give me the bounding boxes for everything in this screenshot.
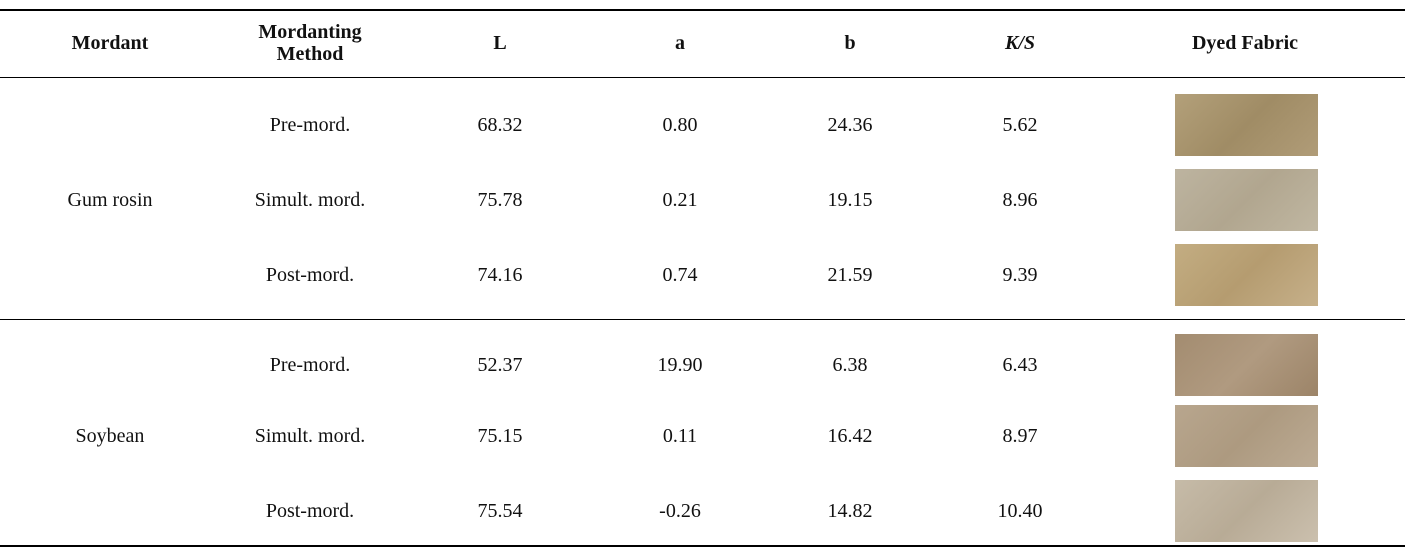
- value-cell: 75.15: [477, 425, 523, 447]
- fabric-swatch: [1175, 480, 1318, 542]
- fabric-swatch: [1175, 169, 1318, 231]
- method-cell: Post-mord.: [265, 500, 355, 522]
- value-cell: 74.16: [477, 264, 523, 286]
- fabric-swatch: [1175, 94, 1318, 156]
- value-cell: 52.37: [477, 354, 523, 376]
- value-cell: 21.59: [827, 264, 873, 286]
- value-cell: 5.62: [1002, 114, 1038, 136]
- value-cell: 0.74: [662, 264, 698, 286]
- value-cell: 0.11: [662, 425, 698, 447]
- method-cell: Pre-mord.: [269, 354, 351, 376]
- header-rule: [0, 77, 1405, 78]
- value-cell: 8.96: [1002, 189, 1038, 211]
- value-cell: 10.40: [997, 500, 1043, 522]
- mordant-cell: Gum rosin: [67, 189, 153, 211]
- value-cell: 19.15: [827, 189, 873, 211]
- header-cell: b: [844, 32, 856, 54]
- value-cell: 6.38: [832, 354, 868, 376]
- value-cell: 16.42: [827, 425, 873, 447]
- fabric-swatch: [1175, 334, 1318, 396]
- method-cell: Simult. mord.: [254, 189, 366, 211]
- value-cell: 8.97: [1002, 425, 1038, 447]
- header-cell: K/S: [1004, 32, 1036, 54]
- header-cell: L: [493, 32, 507, 54]
- group-rule: [0, 319, 1405, 320]
- method-cell: Post-mord.: [265, 264, 355, 286]
- value-cell: 9.39: [1002, 264, 1038, 286]
- top-rule: [0, 9, 1405, 11]
- header-cell: Mordanting Method: [258, 21, 362, 65]
- value-cell: -0.26: [659, 500, 701, 522]
- value-cell: 24.36: [827, 114, 873, 136]
- header-cell: Dyed Fabric: [1191, 32, 1299, 54]
- value-cell: 0.21: [662, 189, 698, 211]
- method-cell: Pre-mord.: [269, 114, 351, 136]
- mordant-cell: Soybean: [75, 425, 145, 447]
- value-cell: 0.80: [662, 114, 698, 136]
- bottom-rule: [0, 545, 1405, 547]
- header-cell: a: [675, 32, 685, 54]
- fabric-swatch: [1175, 244, 1318, 306]
- header-cell: Mordant: [71, 32, 149, 54]
- value-cell: 75.54: [477, 500, 523, 522]
- fabric-swatch: [1175, 405, 1318, 467]
- value-cell: 75.78: [477, 189, 523, 211]
- value-cell: 19.90: [657, 354, 703, 376]
- method-cell: Simult. mord.: [254, 425, 366, 447]
- value-cell: 68.32: [477, 114, 523, 136]
- value-cell: 6.43: [1002, 354, 1038, 376]
- value-cell: 14.82: [827, 500, 873, 522]
